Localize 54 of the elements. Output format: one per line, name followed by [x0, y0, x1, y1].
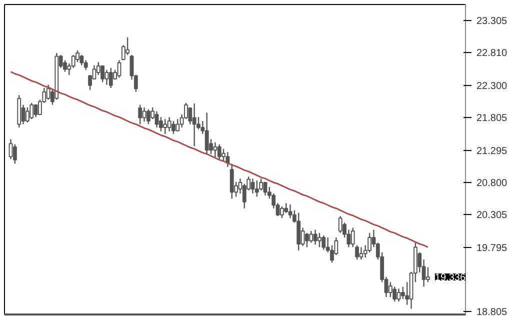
candlestick	[204, 112, 209, 155]
candlestick	[230, 163, 234, 200]
candlestick	[167, 116, 172, 132]
candlestick	[350, 227, 355, 248]
candlestick	[30, 102, 34, 120]
candlestick	[138, 104, 142, 125]
y-tick-label: 21.295	[476, 146, 508, 157]
candlestick	[309, 230, 314, 244]
y-tick-label: 19.795	[476, 243, 508, 254]
candlestick	[8, 138, 13, 160]
y-tick-label: 23.305	[476, 16, 508, 27]
candlestick	[263, 181, 268, 196]
candlestick	[192, 102, 196, 147]
candlestick	[296, 212, 301, 252]
candlestick	[172, 120, 176, 135]
candlestick	[96, 62, 100, 76]
text: 19.336	[434, 272, 466, 284]
line-series	[10, 71, 429, 248]
candlestick	[176, 118, 180, 132]
candlestick	[359, 246, 364, 260]
candlestick	[108, 67, 113, 89]
candlestick	[117, 60, 122, 78]
candlestick	[338, 216, 342, 234]
candlestick	[322, 234, 326, 250]
candlestick	[313, 229, 318, 246]
candlestick	[126, 36, 130, 56]
candlestick	[217, 144, 222, 160]
y-tick-label: 22.300	[476, 80, 508, 92]
candlestick	[388, 282, 392, 298]
candlestick	[254, 180, 259, 198]
candlestick	[100, 64, 104, 83]
candlestick	[426, 266, 430, 283]
candlestick	[80, 54, 84, 66]
candlestick	[34, 104, 38, 118]
y-tick-label: 20.800	[476, 178, 508, 189]
y-tick-label: 20.305	[476, 210, 508, 222]
y-tick-label: 18.805	[476, 307, 508, 318]
candlestick	[146, 108, 150, 125]
y-tick-label: 21.805	[476, 112, 508, 124]
y-tick-label: 22.810	[476, 48, 508, 59]
candlestick	[142, 106, 146, 122]
candlestick	[154, 110, 159, 128]
candlestick	[213, 142, 218, 158]
candlestick	[288, 204, 292, 219]
candlestick	[355, 244, 359, 260]
candlestick	[250, 178, 255, 194]
candlestick	[163, 118, 168, 135]
candlestick	[25, 106, 30, 123]
candlestick	[280, 206, 284, 219]
candlestick	[396, 288, 401, 302]
candlestick	[318, 232, 322, 248]
candlestick	[392, 286, 397, 302]
candlestick	[305, 232, 309, 248]
candlestick	[104, 69, 109, 86]
